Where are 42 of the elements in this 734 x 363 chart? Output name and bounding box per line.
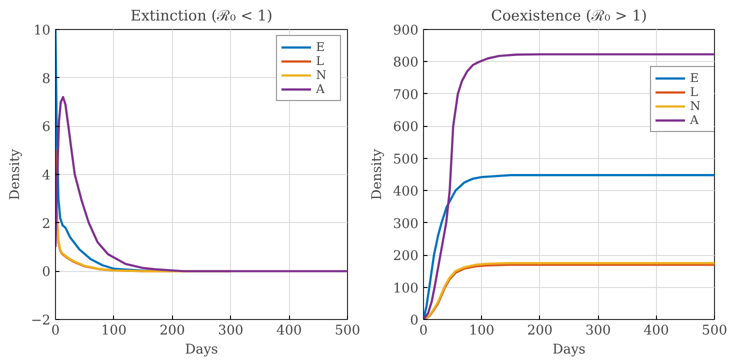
y-tick-label: 10: [34, 24, 51, 38]
x-tick-label: 400: [276, 324, 302, 338]
legend-label: N: [690, 99, 702, 113]
y-axis-title: Density: [8, 148, 23, 200]
x-tick-label: 500: [334, 324, 360, 338]
y-tick-label: 300: [393, 216, 419, 232]
y-tick-label: 700: [393, 88, 419, 103]
x-axis-title: Days: [185, 342, 218, 358]
chart-title: Coexistence (ℛ₀ > 1): [491, 8, 647, 24]
y-tick-label: 800: [393, 56, 419, 71]
x-tick-label: 400: [644, 324, 670, 338]
y-tick-label: −2: [30, 314, 51, 328]
y-tick-label: 200: [393, 249, 419, 264]
y-tick-label: 900: [393, 24, 419, 38]
legend-label: E: [316, 40, 326, 54]
x-tick-label: 200: [527, 324, 553, 338]
y-tick-label: 100: [393, 281, 419, 296]
y-tick-label: 6: [42, 120, 51, 136]
y-tick-label: 0: [410, 314, 419, 328]
legend-label: A: [316, 82, 326, 96]
x-tick-label: 200: [160, 324, 186, 338]
legend-label: E: [690, 71, 700, 85]
x-tick-label: 300: [585, 324, 611, 338]
y-tick-label: 500: [393, 152, 419, 168]
y-tick-label: 600: [393, 120, 419, 136]
y-tick-label: 400: [393, 184, 419, 200]
x-tick-label: 500: [702, 324, 728, 338]
y-tick-label: 4: [42, 168, 51, 184]
x-tick-label: 300: [218, 324, 244, 338]
chart-title: Extinction (ℛ₀ < 1): [130, 8, 272, 24]
legend-label: N: [316, 68, 328, 82]
line-series: [56, 96, 348, 272]
y-tick-label: 0: [42, 265, 51, 280]
legend-label: A: [690, 113, 700, 127]
legend-label: L: [690, 85, 699, 99]
y-tick-label: 8: [42, 72, 51, 87]
y-tick-label: 2: [42, 216, 51, 232]
x-tick-label: 100: [468, 324, 494, 338]
y-axis-title: Density: [370, 148, 386, 200]
legend-label: L: [316, 54, 325, 68]
x-tick-label: 100: [101, 324, 127, 338]
x-axis-title: Days: [552, 342, 586, 358]
